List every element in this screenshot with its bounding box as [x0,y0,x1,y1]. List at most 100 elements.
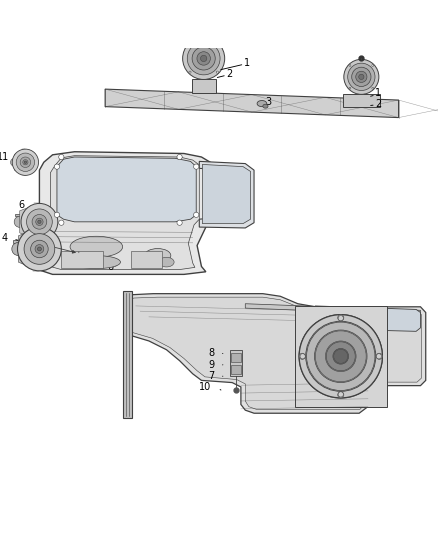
Text: 7: 7 [208,371,215,381]
Text: 5: 5 [20,223,26,233]
Circle shape [192,47,215,70]
Ellipse shape [31,240,48,258]
Circle shape [187,42,220,75]
Polygon shape [130,297,421,409]
Text: 1: 1 [375,88,381,99]
Ellipse shape [16,153,35,172]
Polygon shape [199,161,254,228]
Bar [131,251,162,268]
Circle shape [325,341,356,372]
Polygon shape [39,152,210,274]
Ellipse shape [38,247,41,251]
Circle shape [359,74,364,79]
Ellipse shape [72,255,120,269]
Circle shape [372,87,374,89]
Text: 1: 1 [244,58,250,68]
Polygon shape [57,157,196,222]
Polygon shape [105,89,399,118]
Circle shape [299,353,305,359]
Bar [231,365,241,374]
Ellipse shape [32,214,47,229]
Circle shape [356,71,367,83]
Ellipse shape [38,220,41,223]
Bar [61,251,103,268]
Ellipse shape [21,204,58,240]
Circle shape [300,354,305,359]
Circle shape [348,63,375,91]
Ellipse shape [35,245,44,253]
Polygon shape [50,156,199,270]
Circle shape [326,342,355,371]
Polygon shape [343,94,380,107]
Circle shape [183,37,225,79]
Ellipse shape [36,218,43,225]
Polygon shape [15,214,39,216]
Circle shape [307,322,375,391]
Circle shape [59,155,64,159]
Text: 4: 4 [2,233,8,243]
Text: 2: 2 [375,99,381,109]
Polygon shape [192,79,216,93]
Text: 6: 6 [18,200,24,210]
Circle shape [338,316,343,321]
Circle shape [333,349,349,364]
Ellipse shape [27,209,52,235]
Ellipse shape [11,158,18,166]
Polygon shape [18,227,39,271]
Circle shape [352,67,371,86]
Ellipse shape [257,101,267,107]
Circle shape [376,353,382,359]
Circle shape [338,392,343,397]
Ellipse shape [70,236,123,257]
Circle shape [306,321,376,391]
Ellipse shape [24,161,27,164]
Circle shape [189,71,191,73]
Text: 10: 10 [199,382,212,392]
Circle shape [177,220,182,225]
Polygon shape [14,149,25,175]
Circle shape [189,44,191,46]
Circle shape [314,330,367,383]
Circle shape [201,55,207,62]
Circle shape [376,354,381,359]
Text: 9: 9 [208,360,215,369]
Polygon shape [202,165,251,223]
Circle shape [299,314,382,398]
Bar [230,350,242,376]
Circle shape [349,87,351,89]
Bar [231,353,241,362]
Circle shape [59,220,64,225]
Text: 8: 8 [208,348,215,358]
Polygon shape [245,304,420,314]
Bar [123,290,132,418]
Circle shape [315,331,366,382]
Circle shape [194,164,199,169]
Ellipse shape [159,257,174,267]
Circle shape [334,349,348,364]
Polygon shape [125,294,426,413]
Bar [295,306,387,407]
Polygon shape [13,240,39,243]
Circle shape [349,64,351,66]
Circle shape [194,212,199,217]
Ellipse shape [145,248,171,263]
Text: 6: 6 [108,262,114,272]
Polygon shape [20,204,39,240]
Circle shape [197,52,210,65]
Text: 2: 2 [226,69,232,79]
Ellipse shape [24,233,55,264]
Ellipse shape [23,159,28,165]
Ellipse shape [12,243,25,255]
Ellipse shape [14,216,25,228]
Circle shape [216,44,219,46]
Circle shape [54,164,60,169]
Circle shape [344,59,379,94]
Polygon shape [311,306,420,332]
Circle shape [299,314,382,398]
Ellipse shape [18,227,61,271]
Circle shape [216,71,219,73]
Circle shape [372,64,374,66]
Circle shape [338,314,344,321]
Circle shape [177,155,182,159]
Circle shape [54,212,60,217]
